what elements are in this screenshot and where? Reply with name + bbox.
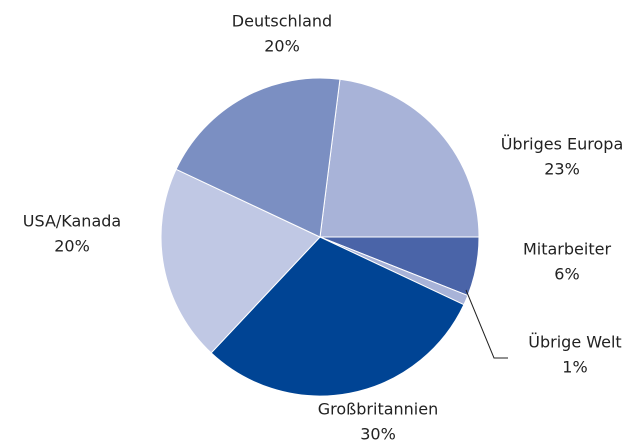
- pie-slice: [175, 77, 341, 238]
- slice-label: Großbritannien: [318, 400, 438, 419]
- slice-value: 20%: [264, 37, 300, 56]
- slice-value: 1%: [562, 358, 587, 377]
- pie-slice: [319, 78, 480, 238]
- pie-slice: [160, 168, 321, 354]
- slice-label: Übrige Welt: [528, 333, 621, 352]
- slice-label: USA/Kanada: [23, 212, 121, 231]
- pie-slice: [210, 236, 465, 397]
- slice-value: 23%: [544, 160, 580, 179]
- slice-label: Mitarbeiter: [523, 240, 611, 259]
- slice-value: 6%: [554, 265, 579, 284]
- slice-value: 30%: [360, 425, 396, 444]
- slice-label: Übriges Europa: [501, 135, 624, 154]
- slice-label: Deutschland: [232, 12, 332, 31]
- slice-value: 20%: [54, 237, 90, 256]
- leader-line: [465, 289, 508, 359]
